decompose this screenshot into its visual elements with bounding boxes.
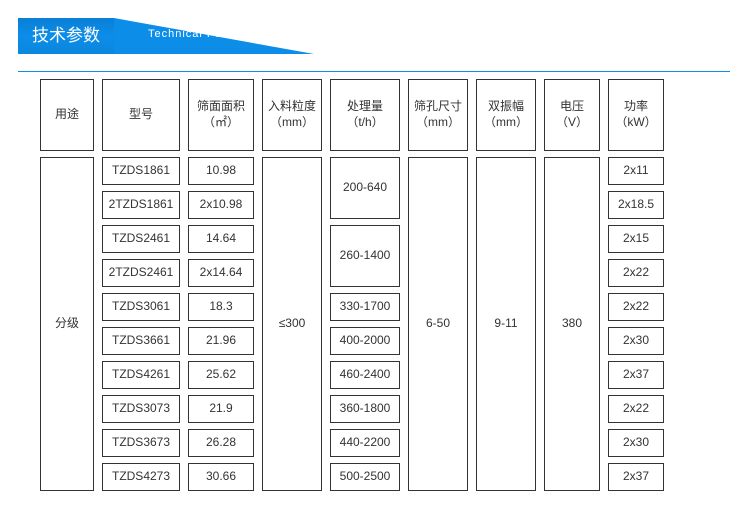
cell-area: 30.66 <box>188 463 254 491</box>
cell-feed: ≤300 <box>262 157 322 491</box>
cell-capacity: 460-2400 <box>330 361 400 389</box>
cell-area: 21.9 <box>188 395 254 423</box>
hdr-aperture-unit: （mm） <box>416 115 460 131</box>
cell-model: TZDS3073 <box>102 395 180 423</box>
hdr-feed: 入料粒度 （mm） <box>262 79 322 151</box>
cell-model: TZDS4261 <box>102 361 180 389</box>
hdr-power: 功率 （kW） <box>608 79 664 151</box>
cell-area: 2x14.64 <box>188 259 254 287</box>
hdr-area: 筛面面积 （㎡） <box>188 79 254 151</box>
col-model: 型号 TZDS1861 2TZDS1861 TZDS2461 2TZDS2461… <box>102 79 180 491</box>
col-capacity: 处理量 （t/h） 200-640 260-1400 330-1700 400-… <box>330 79 400 491</box>
col-amplitude: 双振幅 （mm） 9-11 <box>476 79 536 491</box>
hdr-feed-unit: （mm） <box>270 115 314 131</box>
hdr-feed-label: 入料粒度 <box>268 99 316 115</box>
col-voltage: 电压 （V） 380 <box>544 79 600 491</box>
cell-model: 2TZDS1861 <box>102 191 180 219</box>
hdr-aperture-label: 筛孔尺寸 <box>414 99 462 115</box>
cell-usage: 分级 <box>40 157 94 491</box>
header-shape: 技术参数 Technical Parameter <box>18 18 314 54</box>
cell-capacity: 330-1700 <box>330 293 400 321</box>
cell-capacity: 200-640 <box>330 157 400 219</box>
cell-area: 18.3 <box>188 293 254 321</box>
cell-capacity: 260-1400 <box>330 225 400 287</box>
header-title-cn: 技术参数 <box>18 18 114 54</box>
section-header: 技术参数 Technical Parameter <box>18 18 750 54</box>
cell-model: TZDS3673 <box>102 429 180 457</box>
cell-power: 2x18.5 <box>608 191 664 219</box>
header-underline <box>18 71 730 72</box>
cell-power: 2x11 <box>608 157 664 185</box>
cell-power: 2x22 <box>608 259 664 287</box>
cell-model: TZDS2461 <box>102 225 180 253</box>
hdr-model: 型号 <box>102 79 180 151</box>
hdr-area-label: 筛面面积 <box>197 99 245 115</box>
col-power: 功率 （kW） 2x11 2x18.5 2x15 2x22 2x22 2x30 … <box>608 79 664 491</box>
cell-area: 21.96 <box>188 327 254 355</box>
hdr-power-label: 功率 <box>624 99 648 115</box>
cell-model: TZDS3661 <box>102 327 180 355</box>
hdr-power-unit: （kW） <box>615 115 656 131</box>
col-area: 筛面面积 （㎡） 10.98 2x10.98 14.64 2x14.64 18.… <box>188 79 254 491</box>
hdr-amplitude-unit: （mm） <box>484 115 528 131</box>
cell-model: TZDS3061 <box>102 293 180 321</box>
cell-aperture: 6-50 <box>408 157 468 491</box>
cell-area: 10.98 <box>188 157 254 185</box>
hdr-amplitude: 双振幅 （mm） <box>476 79 536 151</box>
hdr-voltage-unit: （V） <box>556 115 588 131</box>
cell-capacity: 500-2500 <box>330 463 400 491</box>
header-title-en: Technical Parameter <box>148 28 267 40</box>
cell-power: 2x37 <box>608 361 664 389</box>
hdr-capacity-label: 处理量 <box>347 99 383 115</box>
cell-amplitude: 9-11 <box>476 157 536 491</box>
hdr-capacity: 处理量 （t/h） <box>330 79 400 151</box>
hdr-usage: 用途 <box>40 79 94 151</box>
hdr-voltage-label: 电压 <box>560 99 584 115</box>
col-aperture: 筛孔尺寸 （mm） 6-50 <box>408 79 468 491</box>
cell-power: 2x30 <box>608 429 664 457</box>
cell-area: 14.64 <box>188 225 254 253</box>
spec-table: 用途 分级 型号 TZDS1861 2TZDS1861 TZDS2461 2TZ… <box>40 79 750 491</box>
col-usage: 用途 分级 <box>40 79 94 491</box>
cell-voltage: 380 <box>544 157 600 491</box>
cell-power: 2x37 <box>608 463 664 491</box>
cell-power: 2x15 <box>608 225 664 253</box>
hdr-capacity-unit: （t/h） <box>346 115 383 131</box>
cell-area: 2x10.98 <box>188 191 254 219</box>
hdr-usage-label: 用途 <box>55 107 79 123</box>
cell-power: 2x22 <box>608 395 664 423</box>
hdr-area-unit: （㎡） <box>203 115 239 131</box>
cell-model: TZDS4273 <box>102 463 180 491</box>
hdr-model-label: 型号 <box>129 107 153 123</box>
hdr-voltage: 电压 （V） <box>544 79 600 151</box>
cell-area: 25.62 <box>188 361 254 389</box>
cell-area: 26.28 <box>188 429 254 457</box>
cell-power: 2x22 <box>608 293 664 321</box>
hdr-amplitude-label: 双振幅 <box>488 99 524 115</box>
col-feed: 入料粒度 （mm） ≤300 <box>262 79 322 491</box>
cell-power: 2x30 <box>608 327 664 355</box>
cell-capacity: 400-2000 <box>330 327 400 355</box>
hdr-aperture: 筛孔尺寸 （mm） <box>408 79 468 151</box>
cell-model: 2TZDS2461 <box>102 259 180 287</box>
cell-capacity: 360-1800 <box>330 395 400 423</box>
cell-capacity: 440-2200 <box>330 429 400 457</box>
cell-model: TZDS1861 <box>102 157 180 185</box>
